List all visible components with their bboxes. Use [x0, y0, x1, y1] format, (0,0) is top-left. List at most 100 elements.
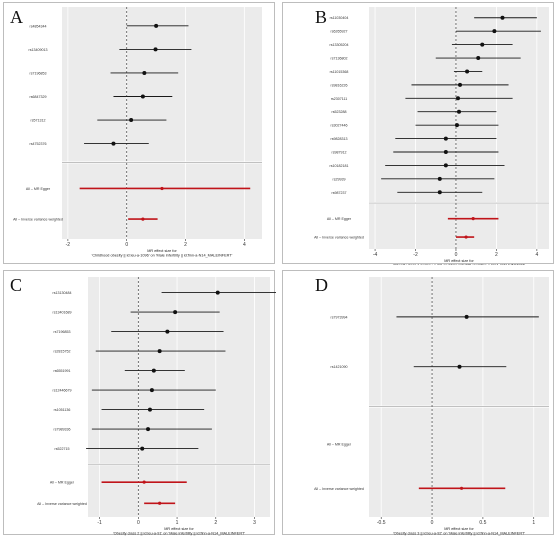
snp-label: rs7136802 [331, 57, 348, 61]
snp-point [437, 176, 442, 181]
summary-label: All – MR Egger [50, 481, 75, 485]
x-axis-label: MR effect size for 'Obesity class 3 || id… [393, 527, 525, 536]
summary-label: All – Inverse variance weighted [314, 236, 364, 240]
snp-point [443, 136, 448, 141]
snp-label: rs9828313 [331, 137, 348, 141]
x-tick-label: -2 [413, 252, 418, 258]
snp-label: rs4854344 [30, 24, 47, 28]
forest-plot-panel-a: rs4854344 rs13409013 rs7196853 rs6847329 rs5… [3, 2, 275, 264]
snp-label: rs13130484 [53, 291, 72, 295]
snp-label: rs13409013 [29, 48, 48, 52]
snp-label: rs1051136 [54, 408, 71, 412]
snp-label: rs7196853 [30, 71, 47, 75]
snp-label: rs522715 [55, 447, 70, 451]
x-axis-label: MR effect size for'Obesity class 1 || id… [393, 259, 525, 265]
snp-point [149, 388, 154, 393]
snp-point [437, 190, 442, 195]
panel-letter-a: A [10, 7, 23, 27]
x-tick-label: 4 [535, 252, 538, 258]
summary-label: All – MR Egger [327, 443, 352, 447]
snp-point [142, 70, 147, 75]
snp-point [157, 349, 162, 354]
snp-point [111, 141, 116, 146]
snp-label: rs1421090 [331, 365, 348, 369]
x-tick-label: 1 [532, 520, 535, 526]
snp-point [154, 23, 159, 28]
snp-label: rs6551991 [54, 369, 71, 373]
x-tick-label: 2 [495, 252, 498, 258]
snp-label: rs6847329 [30, 95, 47, 99]
plot-background [62, 7, 262, 239]
summary-point [142, 480, 146, 484]
snp-label: rs7973994 [331, 315, 348, 319]
snp-point [455, 96, 460, 101]
x-tick-label: 0.5 [479, 520, 486, 526]
x-axis-label: MR effect size for 'Childhood obesity || … [92, 249, 233, 258]
x-tick-label: 0 [455, 252, 458, 258]
x-tick-label: -4 [373, 252, 378, 258]
snp-point [173, 310, 178, 315]
forest-plot-b: rs11030404 rs6265927 rs13305204 rs7136802 rs… [314, 7, 549, 265]
x-tick-label: 0 [431, 520, 434, 526]
snp-label: rs7989336 [54, 428, 71, 432]
snp-point [215, 290, 220, 295]
x-tick-label: 2 [184, 242, 187, 248]
snp-label: rs571312 [31, 119, 46, 123]
snp-point [465, 69, 470, 74]
plot-background [369, 7, 549, 249]
x-tick-label: 0 [125, 242, 128, 248]
snp-label: rs987237 [332, 191, 347, 195]
summary-label: All – Inverse variance weighted [37, 502, 87, 506]
x-tick-label: 4 [243, 242, 246, 248]
panel-letter-d: D [315, 275, 328, 295]
snp-point [140, 446, 145, 451]
snp-point [129, 118, 134, 123]
snp-point [476, 56, 481, 61]
snp-label: rs4752376 [30, 142, 47, 146]
x-tick-label: 2 [214, 520, 217, 526]
snp-point [153, 47, 158, 52]
snp-point [500, 15, 505, 20]
snp-point [480, 42, 485, 47]
snp-label: rs3027446 [331, 124, 348, 128]
summary-label: All – Inverse variance weighted [13, 218, 63, 222]
snp-label: rs10182181 [330, 164, 349, 168]
summary-point [459, 486, 464, 490]
summary-label: All – MR Egger [26, 187, 51, 191]
snp-point [140, 94, 145, 99]
snp-point [151, 368, 156, 373]
snp-label: rs7196853 [54, 330, 71, 334]
snp-label: rs2815752 [54, 350, 71, 354]
x-tick-label: 1 [176, 520, 179, 526]
snp-label: rs9816226 [331, 83, 348, 87]
summary-label: All – Inverse variance weighted [314, 487, 364, 491]
forest-plot-panel-d: rs7973994 rs1421090 All – MR Egger All – In… [282, 270, 554, 536]
panel-letter-b: B [315, 7, 328, 27]
snp-label: rs987912 [332, 151, 347, 155]
forest-plot-panel-b: rs11030404 rs6265927 rs13305204 rs7136802 rs… [282, 2, 554, 265]
summary-point [141, 217, 145, 221]
snp-label: rs13401689 [53, 311, 72, 315]
x-tick-label: -2 [66, 242, 71, 248]
snp-point [457, 364, 462, 369]
x-tick-label: 3 [253, 520, 256, 526]
summary-point [471, 217, 475, 221]
snp-point [492, 29, 497, 34]
snp-label: rs11030404 [330, 16, 349, 20]
x-axis-label: MR effect size for 'Obesity class 2 || id… [113, 527, 245, 536]
summary-point [158, 501, 162, 505]
snp-point [458, 82, 463, 87]
snp-label: rs11015368 [330, 70, 349, 74]
snp-label: rs29939 [333, 177, 346, 181]
summary-point [464, 235, 468, 239]
forest-plot-panel-c: rs13130484 rs13401689 rs7196853 rs2815752 rs… [3, 270, 276, 536]
x-tick-label: -0.5 [377, 520, 386, 526]
x-tick-label: 0 [137, 520, 140, 526]
snp-point [454, 123, 459, 128]
snp-point [464, 314, 469, 319]
snp-point [443, 150, 448, 155]
snp-point [457, 109, 461, 114]
snp-label: rs13305204 [330, 43, 349, 47]
snp-point [146, 427, 151, 432]
snp-label: rs523288 [332, 110, 347, 114]
